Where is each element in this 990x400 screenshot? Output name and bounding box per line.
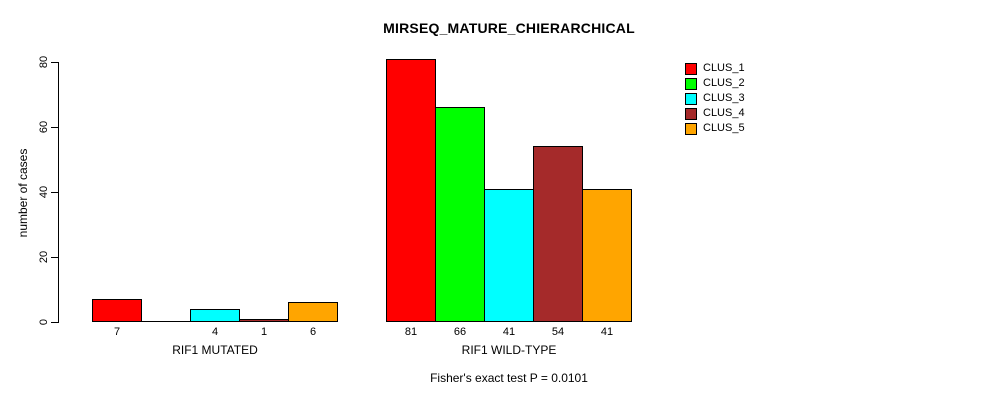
bar-clus_2 [435, 107, 485, 322]
y-axis-tick-label: 20 [38, 250, 50, 264]
legend-label: CLUS_4 [703, 107, 745, 119]
y-axis-tick-label: 80 [38, 55, 50, 69]
bar-value-label: 1 [260, 326, 268, 338]
y-axis-line [58, 62, 59, 323]
legend-item-clus_3: CLUS_3 [685, 92, 745, 105]
chart-title: MIRSEQ_MATURE_CHIERARCHICAL [383, 20, 635, 36]
group-label: RIF1 WILD-TYPE [461, 343, 557, 357]
bar-clus_2 [141, 321, 191, 322]
legend-label: CLUS_5 [703, 122, 745, 134]
y-axis-tick-label: 40 [38, 185, 50, 199]
legend-swatch-clus_1 [685, 62, 697, 75]
y-axis-tick [51, 322, 58, 323]
bar-value-label: 4 [211, 326, 219, 338]
bar-clus_4 [533, 146, 583, 322]
bar-value-label: 6 [309, 326, 317, 338]
bar-value-label: 54 [551, 326, 565, 338]
legend-item-clus_4: CLUS_4 [685, 107, 745, 120]
bar-clus_5 [582, 189, 632, 322]
y-axis-label: number of cases [16, 148, 30, 238]
legend-item-clus_2: CLUS_2 [685, 77, 745, 90]
bar-clus_4 [239, 319, 289, 322]
y-axis-tick-label: 60 [38, 120, 50, 134]
y-axis-tick-label: 0 [38, 318, 50, 326]
bar-value-label: 41 [502, 326, 516, 338]
y-axis-tick [51, 257, 58, 258]
group-label: RIF1 MUTATED [172, 343, 258, 357]
bar-value-label: 7 [113, 326, 121, 338]
fisher-test-annotation: Fisher's exact test P = 0.0101 [430, 371, 588, 385]
legend-label: CLUS_3 [703, 92, 745, 104]
bar-value-label: 41 [600, 326, 614, 338]
legend-swatch-clus_2 [685, 77, 697, 90]
legend-item-clus_1: CLUS_1 [685, 62, 745, 75]
y-axis-tick [51, 62, 58, 63]
legend-swatch-clus_3 [685, 92, 697, 105]
legend-swatch-clus_4 [685, 107, 697, 120]
legend-item-clus_5: CLUS_5 [685, 122, 745, 135]
bar-value-label: 66 [453, 326, 467, 338]
legend-label: CLUS_2 [703, 77, 745, 89]
legend-swatch-clus_5 [685, 122, 697, 135]
bar-clus_5 [288, 302, 338, 322]
bar-clus_3 [190, 309, 240, 322]
y-axis-tick [51, 192, 58, 193]
y-axis-tick [51, 127, 58, 128]
bar-clus_1 [92, 299, 142, 322]
bar-clus_3 [484, 189, 534, 322]
bar-value-label: 81 [404, 326, 418, 338]
legend-label: CLUS_1 [703, 62, 745, 74]
bar-clus_1 [386, 59, 436, 322]
